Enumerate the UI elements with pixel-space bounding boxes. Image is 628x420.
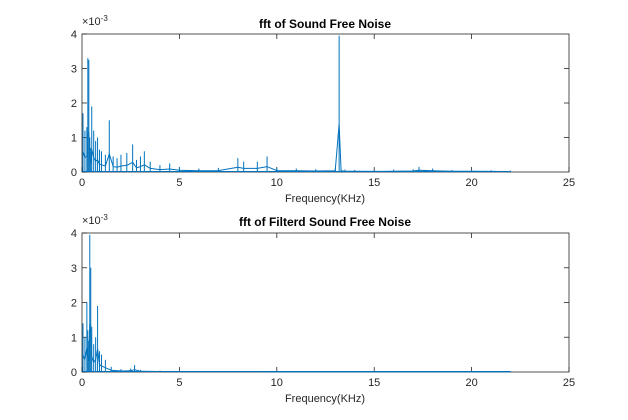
x-tick-label: 25 [563, 177, 575, 189]
subplot-1: fft of Sound Free Noise ×10-3 0 5 10 15 … [71, 14, 575, 205]
y-exponent-power-1: -3 [101, 14, 109, 23]
y-exponent-power-2: -3 [101, 213, 109, 222]
chart-title-2: fft of Filterd Sound Free Noise [239, 215, 411, 229]
y-exponent-label-1: ×10-3 [82, 14, 108, 28]
y-tick-label: 3 [71, 64, 77, 76]
y-tick-label: 2 [71, 298, 77, 310]
y-tick-label: 4 [71, 228, 77, 240]
x-tick-label: 15 [368, 177, 380, 189]
x-tick-label: 0 [79, 377, 85, 389]
spectrum-envelope [82, 124, 511, 172]
y-exponent-base-1: ×10 [82, 16, 101, 28]
x-axis-label-2: Frequency(KHz) [285, 393, 365, 405]
y-tick-label: 1 [71, 133, 77, 145]
subplot-2: fft of Filterd Sound Free Noise ×10-3 0 … [71, 213, 575, 405]
x-tick-label: 10 [271, 177, 283, 189]
y-tick-label: 2 [71, 98, 77, 110]
x-tick-label: 5 [176, 377, 182, 389]
x-tick-label: 25 [563, 377, 575, 389]
series-layer-1 [82, 35, 512, 172]
x-tick-label: 10 [271, 377, 283, 389]
series-layer-2 [82, 234, 512, 373]
x-tick-label: 20 [465, 177, 477, 189]
y-tick-label: 4 [71, 29, 77, 41]
y-ticks-2: 0 1 2 3 4 [71, 228, 569, 379]
x-tick-label: 0 [79, 177, 85, 189]
y-tick-label: 1 [71, 332, 77, 344]
y-tick-label: 3 [71, 263, 77, 275]
x-tick-label: 15 [368, 377, 380, 389]
x-ticks-2: 0 5 10 15 20 25 [79, 233, 575, 389]
spectrum-envelope [82, 323, 511, 373]
y-exponent-base-2: ×10 [82, 215, 101, 227]
axes-box-1 [81, 33, 570, 173]
x-tick-label: 20 [465, 377, 477, 389]
chart-title-1: fft of Sound Free Noise [259, 17, 391, 31]
x-tick-label: 5 [176, 177, 182, 189]
axes-box-2 [81, 232, 570, 373]
y-tick-label: 0 [71, 167, 77, 179]
y-exponent-label-2: ×10-3 [82, 213, 108, 227]
x-ticks-1: 0 5 10 15 20 25 [79, 34, 575, 189]
x-axis-label-1: Frequency(KHz) [285, 193, 365, 205]
y-tick-label: 0 [71, 367, 77, 379]
